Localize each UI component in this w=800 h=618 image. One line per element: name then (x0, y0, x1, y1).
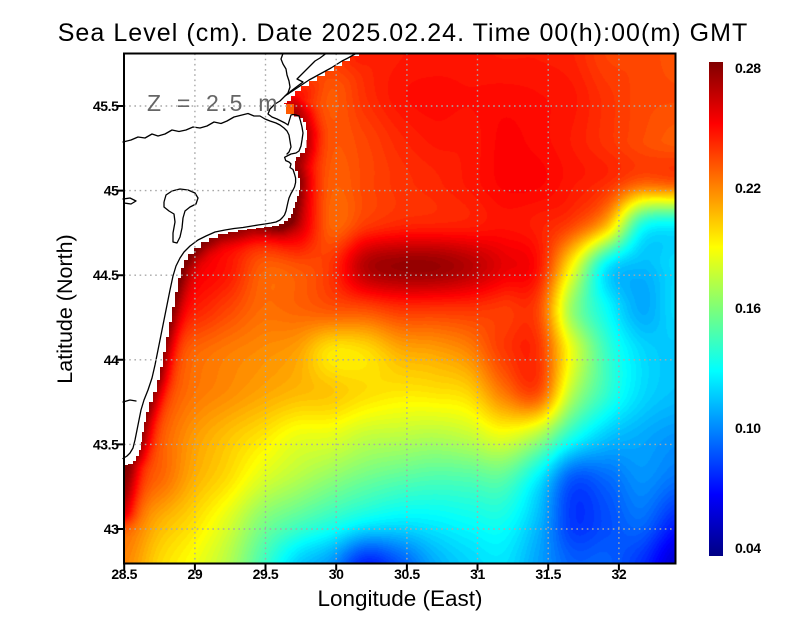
svg-text:29: 29 (188, 566, 203, 582)
svg-text:43.5: 43.5 (93, 436, 119, 452)
svg-text:30.5: 30.5 (394, 566, 420, 582)
svg-text:31.5: 31.5 (535, 566, 561, 582)
svg-text:30: 30 (329, 566, 344, 582)
svg-text:Sea Level (cm). Date 2025.02.2: Sea Level (cm). Date 2025.02.24. Time 00… (58, 19, 749, 47)
svg-text:0.22: 0.22 (735, 180, 761, 196)
svg-text:Latitude (North): Latitude (North) (53, 234, 77, 383)
svg-text:31: 31 (470, 566, 485, 582)
svg-text:43: 43 (104, 521, 119, 537)
svg-text:0.04: 0.04 (735, 540, 761, 556)
svg-text:45.5: 45.5 (93, 98, 119, 114)
svg-text:44: 44 (104, 352, 119, 368)
svg-text:45: 45 (104, 183, 119, 199)
svg-text:0.16: 0.16 (735, 300, 761, 316)
svg-text:Z = 2.5 m: Z = 2.5 m (147, 90, 280, 116)
svg-text:0.28: 0.28 (735, 60, 761, 76)
svg-text:Longitude (East): Longitude (East) (317, 586, 482, 611)
svg-text:0.10: 0.10 (735, 420, 761, 436)
svg-text:44.5: 44.5 (93, 267, 119, 283)
svg-text:32: 32 (612, 566, 627, 582)
svg-text:29.5: 29.5 (253, 566, 279, 582)
svg-text:28.5: 28.5 (111, 566, 137, 582)
